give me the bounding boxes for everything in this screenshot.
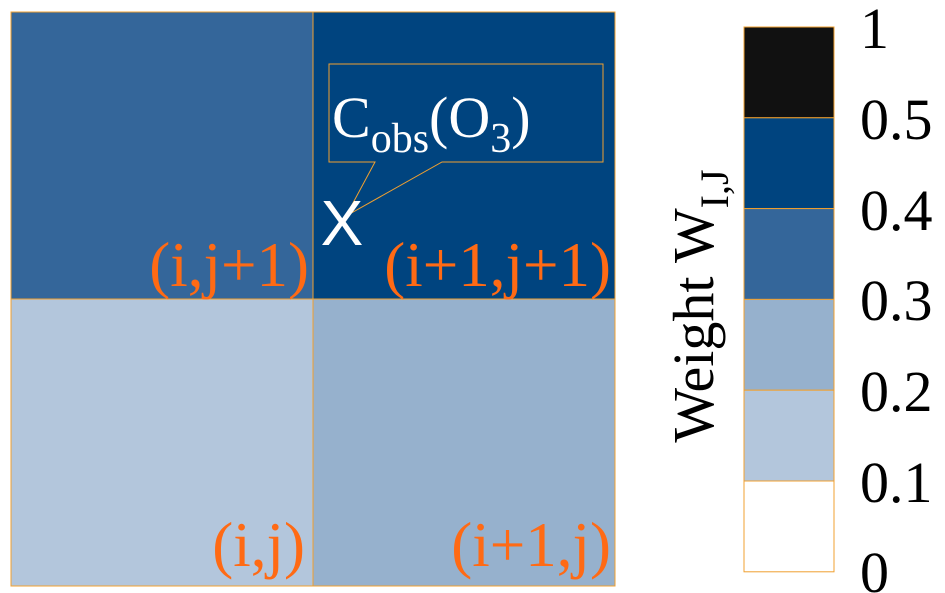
callout-close: ) [511,85,530,150]
colorbar-tick-label: 0 [860,540,889,593]
colorbar-tick-label: 0.4 [860,178,933,243]
grid [10,11,616,587]
grid-cell-i1-j [313,299,615,586]
grid-cell-i-j1 [11,12,313,299]
callout-text: Cobs(O3) [332,85,531,162]
cell-labels: (i,j+1) (i+1,j+1) (i,j) (i+1,j) [149,230,611,580]
colorbar-tick-label: 0.5 [860,87,933,152]
callout-subscript-3: 3 [490,116,511,162]
colorbar-tick-label: 0.1 [860,450,933,515]
colorbar-bin [743,480,835,573]
colorbar-bin [743,208,835,300]
colorbar-tick-label: 0.3 [860,268,933,333]
grid-cell-i-j [11,299,313,586]
colorbar-bin [743,298,835,391]
callout-open: (O [429,85,490,150]
colorbar-title-text: Weight W [661,208,726,443]
callout-bubble [328,63,604,218]
grid-cell-i1-j1 [313,12,615,299]
colorbar-tick-label: 0.2 [860,359,933,424]
callout-subscript-obs: obs [371,116,429,162]
cell-label-i1-j1: (i+1,j+1) [384,230,611,300]
cell-label-i-j1: (i,j+1) [149,230,309,300]
colorbar-bin [743,117,835,210]
observation-callout: Cobs(O3) X [321,63,604,259]
cell-label-i1-j: (i+1,j) [451,510,611,580]
observation-marker: X [321,187,364,259]
colorbar-title: Weight WI,J [661,169,737,442]
colorbar: 1 0.5 0.4 0.3 0.2 0.1 0 [743,0,933,593]
colorbar-bin [743,389,835,482]
cell-label-i-j: (i,j) [212,510,305,580]
colorbar-title-group: Weight WI,J [661,169,737,442]
grid-lines [10,11,616,587]
colorbar-title-subscript: I,J [692,169,737,208]
callout-c: C [332,85,371,150]
colorbar-tick-label: 1 [860,0,889,61]
colorbar-bin [743,26,835,119]
